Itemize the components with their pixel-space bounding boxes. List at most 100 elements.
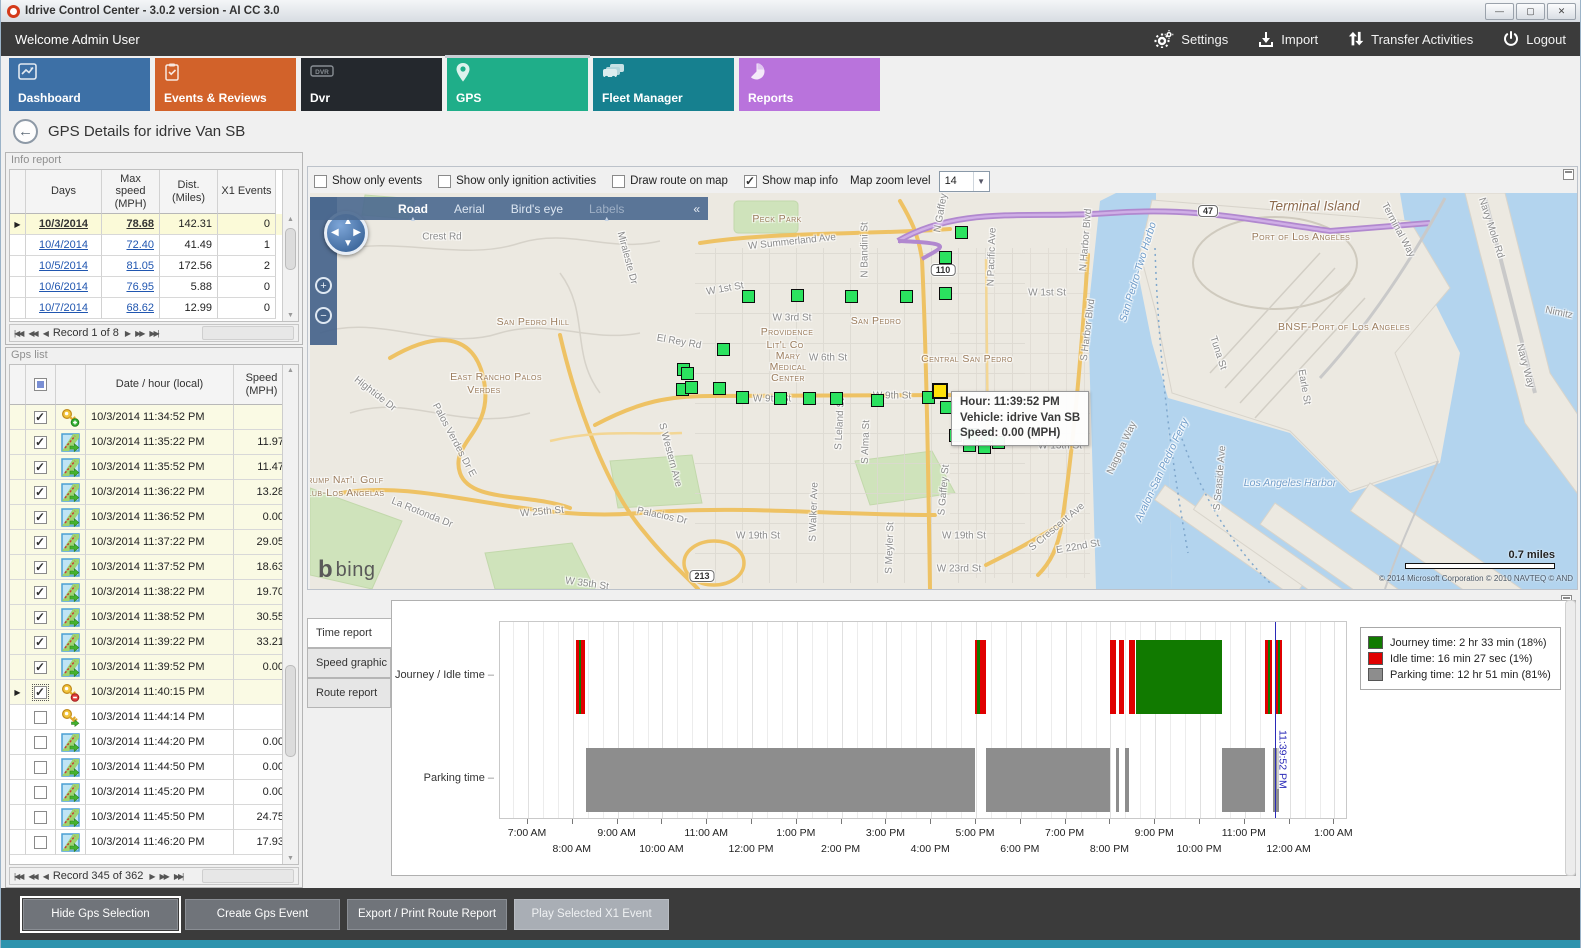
- bing-logo[interactable]: b bing: [318, 557, 375, 581]
- map-style-labels[interactable]: Labels ▲: [589, 201, 625, 223]
- gps-table-row[interactable]: 10/3/2014 11:45:20 PM 0.00: [10, 780, 298, 805]
- row-checkbox[interactable]: [34, 435, 47, 449]
- row-checkbox[interactable]: [34, 410, 47, 424]
- gps-marker[interactable]: [900, 290, 913, 303]
- gps-table-row[interactable]: 10/3/2014 11:45:50 PM 24.75: [10, 805, 298, 830]
- row-checkbox[interactable]: [34, 635, 47, 649]
- row-checkbox[interactable]: [34, 735, 47, 749]
- info-table-row[interactable]: ▶ 10/3/2014 78.68 142.31 0: [10, 214, 298, 235]
- gps-table-row[interactable]: 10/3/2014 11:46:20 PM 17.93: [10, 830, 298, 855]
- gps-table-row[interactable]: 10/3/2014 11:44:14 PM: [10, 705, 298, 730]
- pager-first-button[interactable]: |◀◀: [14, 871, 24, 881]
- pager-last-button[interactable]: ▶▶|: [149, 328, 159, 338]
- pager-prev-button[interactable]: ◀: [42, 871, 49, 881]
- gps-marker[interactable]: [717, 343, 730, 356]
- checkbox[interactable]: [438, 174, 452, 188]
- pager-fast-prev-button[interactable]: ◀◀: [28, 328, 38, 338]
- topbar-action-import[interactable]: Import: [1258, 31, 1318, 47]
- create-gps-event-button[interactable]: Create Gps Event: [185, 898, 340, 930]
- gps-marker[interactable]: [939, 251, 952, 264]
- chart-tab-route-report[interactable]: Route report: [307, 678, 391, 708]
- day-link[interactable]: 10/7/2014: [39, 302, 88, 314]
- checkbox[interactable]: [743, 174, 757, 188]
- topbar-action-logout[interactable]: Logout: [1503, 31, 1566, 47]
- gps-table-row[interactable]: 10/3/2014 11:34:52 PM: [10, 405, 298, 430]
- gps-marker[interactable]: [791, 289, 804, 302]
- max-speed-link[interactable]: 72.40: [126, 239, 154, 251]
- checkbox[interactable]: [612, 174, 626, 188]
- row-checkbox[interactable]: [34, 785, 47, 799]
- map-canvas[interactable]: Road ▲ Aerial Bird's eye Labels ▲ « ▲ ▼ ◀ ▶ + …: [310, 193, 1577, 589]
- gps-marker[interactable]: [845, 290, 858, 303]
- minimize-button[interactable]: —: [1485, 2, 1514, 20]
- gps-marker[interactable]: [685, 381, 698, 394]
- column-header-x1-events[interactable]: X1 Events: [218, 170, 276, 214]
- pager-next-button[interactable]: ▶: [149, 871, 155, 881]
- row-checkbox[interactable]: [34, 585, 47, 599]
- checkbox[interactable]: [314, 174, 327, 188]
- map-zoom-in-button[interactable]: +: [315, 277, 332, 294]
- option-draw-route-on-map[interactable]: Draw route on map: [612, 174, 728, 188]
- row-checkbox[interactable]: [34, 510, 47, 524]
- pager-hscrollbar[interactable]: [202, 869, 294, 883]
- pager-first-button[interactable]: |◀◀: [14, 328, 24, 338]
- selected-gps-marker[interactable]: [932, 383, 948, 399]
- close-button[interactable]: ✕: [1547, 2, 1576, 20]
- map-style-aerial[interactable]: Aerial: [454, 201, 485, 216]
- max-speed-link[interactable]: 68.62: [126, 302, 154, 314]
- info-table-row[interactable]: 10/5/2014 81.05 172.56 2: [10, 256, 298, 277]
- pager-fast-next-button[interactable]: ▶▶: [159, 871, 170, 881]
- map-toolbar-collapse-button[interactable]: «: [693, 201, 700, 216]
- row-checkbox[interactable]: [34, 460, 47, 474]
- tab-events-reviews[interactable]: Events & Reviews: [155, 58, 296, 111]
- row-checkbox[interactable]: [32, 683, 49, 701]
- chart-scrollbar[interactable]: [1565, 600, 1576, 876]
- max-speed-link[interactable]: 76.95: [126, 281, 154, 293]
- play-selected-x1-event-button[interactable]: Play Selected X1 Event: [514, 898, 670, 930]
- pager-fast-next-button[interactable]: ▶▶: [135, 328, 145, 338]
- row-checkbox[interactable]: [34, 760, 47, 774]
- gps-marker[interactable]: [939, 287, 952, 300]
- info-table-row[interactable]: 10/4/2014 72.40 41.49 1: [10, 235, 298, 256]
- gps-marker[interactable]: [955, 226, 968, 239]
- gps-table-row[interactable]: 10/3/2014 11:44:20 PM 0.00: [10, 730, 298, 755]
- column-header-max[interactable]: Max speed (MPH): [102, 170, 160, 214]
- gps-table-scrollbar[interactable]: ▲ ▼: [282, 365, 298, 864]
- gps-table-row[interactable]: 10/3/2014 11:39:52 PM0.00: [10, 655, 298, 680]
- tab-fleet-manager[interactable]: Fleet Manager: [593, 58, 734, 111]
- map-maximize-icon[interactable]: [1563, 169, 1574, 180]
- row-checkbox[interactable]: [34, 485, 47, 499]
- info-table-scrollbar[interactable]: ▲ ▼: [282, 170, 298, 321]
- select-all-checkbox[interactable]: [34, 378, 47, 391]
- hide-gps-selection-button[interactable]: Hide Gps Selection: [20, 895, 181, 933]
- gps-marker[interactable]: [774, 392, 787, 405]
- day-link[interactable]: 10/3/2014: [39, 218, 88, 230]
- option-show-only-ignition-activities[interactable]: Show only ignition activities: [438, 174, 596, 188]
- map-style-bird-s-eye[interactable]: Bird's eye: [510, 201, 563, 216]
- day-link[interactable]: 10/5/2014: [39, 260, 88, 272]
- row-checkbox[interactable]: [34, 835, 47, 849]
- row-checkbox[interactable]: [34, 610, 47, 624]
- back-button[interactable]: ←: [13, 118, 38, 144]
- pager-prev-button[interactable]: ◀: [42, 328, 49, 338]
- gps-table-row[interactable]: 10/3/2014 11:36:52 PM0.00: [10, 505, 298, 530]
- column-header-days[interactable]: Days: [26, 170, 102, 214]
- row-checkbox[interactable]: [34, 710, 47, 724]
- day-link[interactable]: 10/4/2014: [39, 239, 88, 251]
- option-show-map-info[interactable]: Show map info: [743, 174, 838, 188]
- map-zoom-level-select[interactable]: 14 ▼: [938, 170, 990, 192]
- pager-fast-prev-button[interactable]: ◀◀: [28, 871, 38, 881]
- row-checkbox[interactable]: [34, 660, 47, 674]
- maximize-button[interactable]: ▢: [1516, 2, 1545, 20]
- option-show-only-events[interactable]: Show only events: [314, 174, 422, 188]
- gps-marker[interactable]: [871, 394, 884, 407]
- day-link[interactable]: 10/6/2014: [39, 281, 88, 293]
- gps-marker[interactable]: [681, 367, 694, 380]
- column-header-dist[interactable]: Dist. (Miles): [160, 170, 218, 214]
- column-header-date-hour-local[interactable]: Date / hour (local): [86, 365, 234, 405]
